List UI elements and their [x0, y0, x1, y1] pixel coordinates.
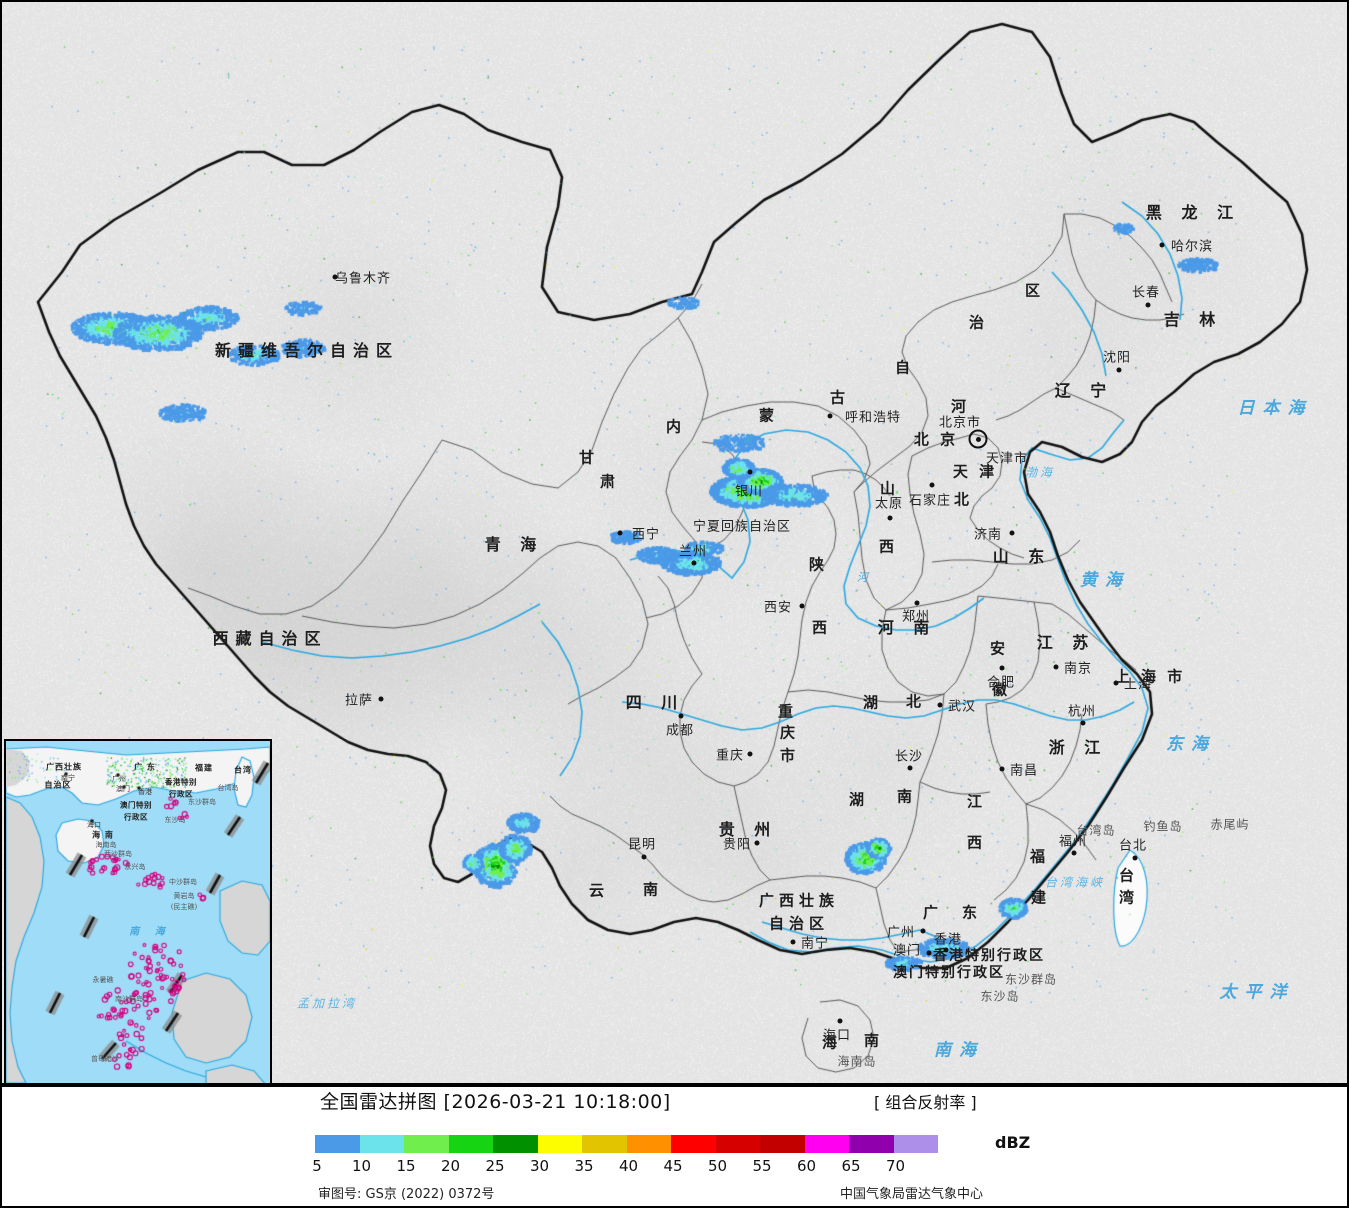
colorbar-tick-55: 55: [752, 1157, 771, 1175]
colorbar-swatch-60: [805, 1135, 850, 1153]
product-type-label: [ 组合反射率 ]: [874, 1089, 977, 1113]
colorbar-tick-30: 30: [530, 1157, 549, 1175]
colorbar-strip: [315, 1135, 938, 1153]
colorbar-swatch-15: [404, 1135, 449, 1153]
colorbar-swatch-55: [760, 1135, 805, 1153]
colorbar-swatch-50: [716, 1135, 761, 1153]
issuing-agency: 中国气象局雷达气象中心: [840, 1183, 983, 1202]
approval-number: 审图号: GS京 (2022) 0372号: [318, 1183, 494, 1202]
legend-footer: 全国雷达拼图 [2026-03-21 10:18:00] [ 组合反射率 ] d…: [0, 1085, 1349, 1208]
colorbar-unit-label: dBZ: [995, 1133, 1030, 1152]
colorbar-swatch-10: [360, 1135, 405, 1153]
radar-mosaic-page: 日本海 黄海 东海 南海 太平洋 渤海 台湾海峡 孟加拉湾黄河新疆维吾尔自治区 西藏自治区青 海…: [0, 0, 1349, 1208]
colorbar-tick-40: 40: [619, 1157, 638, 1175]
colorbar-tick-35: 35: [574, 1157, 593, 1175]
inset-map-canvas[interactable]: [6, 741, 270, 1083]
colorbar-tick-70: 70: [886, 1157, 905, 1175]
colorbar-swatch-35: [582, 1135, 627, 1153]
colorbar-tick-15: 15: [396, 1157, 415, 1175]
colorbar-tick-60: 60: [797, 1157, 816, 1175]
colorbar-swatch-5: [315, 1135, 360, 1153]
south-china-sea-inset[interactable]: 广西壮族 自治区广 东南宁 广州 福建 台湾 台湾岛 香港特别 行政区 澳门 香港 澳门特别 行政区东…: [4, 739, 272, 1085]
colorbar-tick-25: 25: [485, 1157, 504, 1175]
colorbar-tick-10: 10: [352, 1157, 371, 1175]
colorbar-tick-5: 5: [312, 1157, 322, 1175]
colorbar-swatch-20: [449, 1135, 494, 1153]
colorbar-swatch-45: [671, 1135, 716, 1153]
colorbar-tick-20: 20: [441, 1157, 460, 1175]
colorbar-swatch-30: [538, 1135, 583, 1153]
colorbar-swatch-70: [894, 1135, 939, 1153]
colorbar-tick-65: 65: [841, 1157, 860, 1175]
colorbar-tick-50: 50: [708, 1157, 727, 1175]
colorbar-swatch-25: [493, 1135, 538, 1153]
colorbar-tick-45: 45: [663, 1157, 682, 1175]
colorbar-swatch-40: [627, 1135, 672, 1153]
page-title: 全国雷达拼图 [2026-03-21 10:18:00]: [320, 1087, 671, 1114]
colorbar-swatch-65: [849, 1135, 894, 1153]
map-panel[interactable]: 日本海 黄海 东海 南海 太平洋 渤海 台湾海峡 孟加拉湾黄河新疆维吾尔自治区 西藏自治区青 海…: [0, 0, 1349, 1085]
